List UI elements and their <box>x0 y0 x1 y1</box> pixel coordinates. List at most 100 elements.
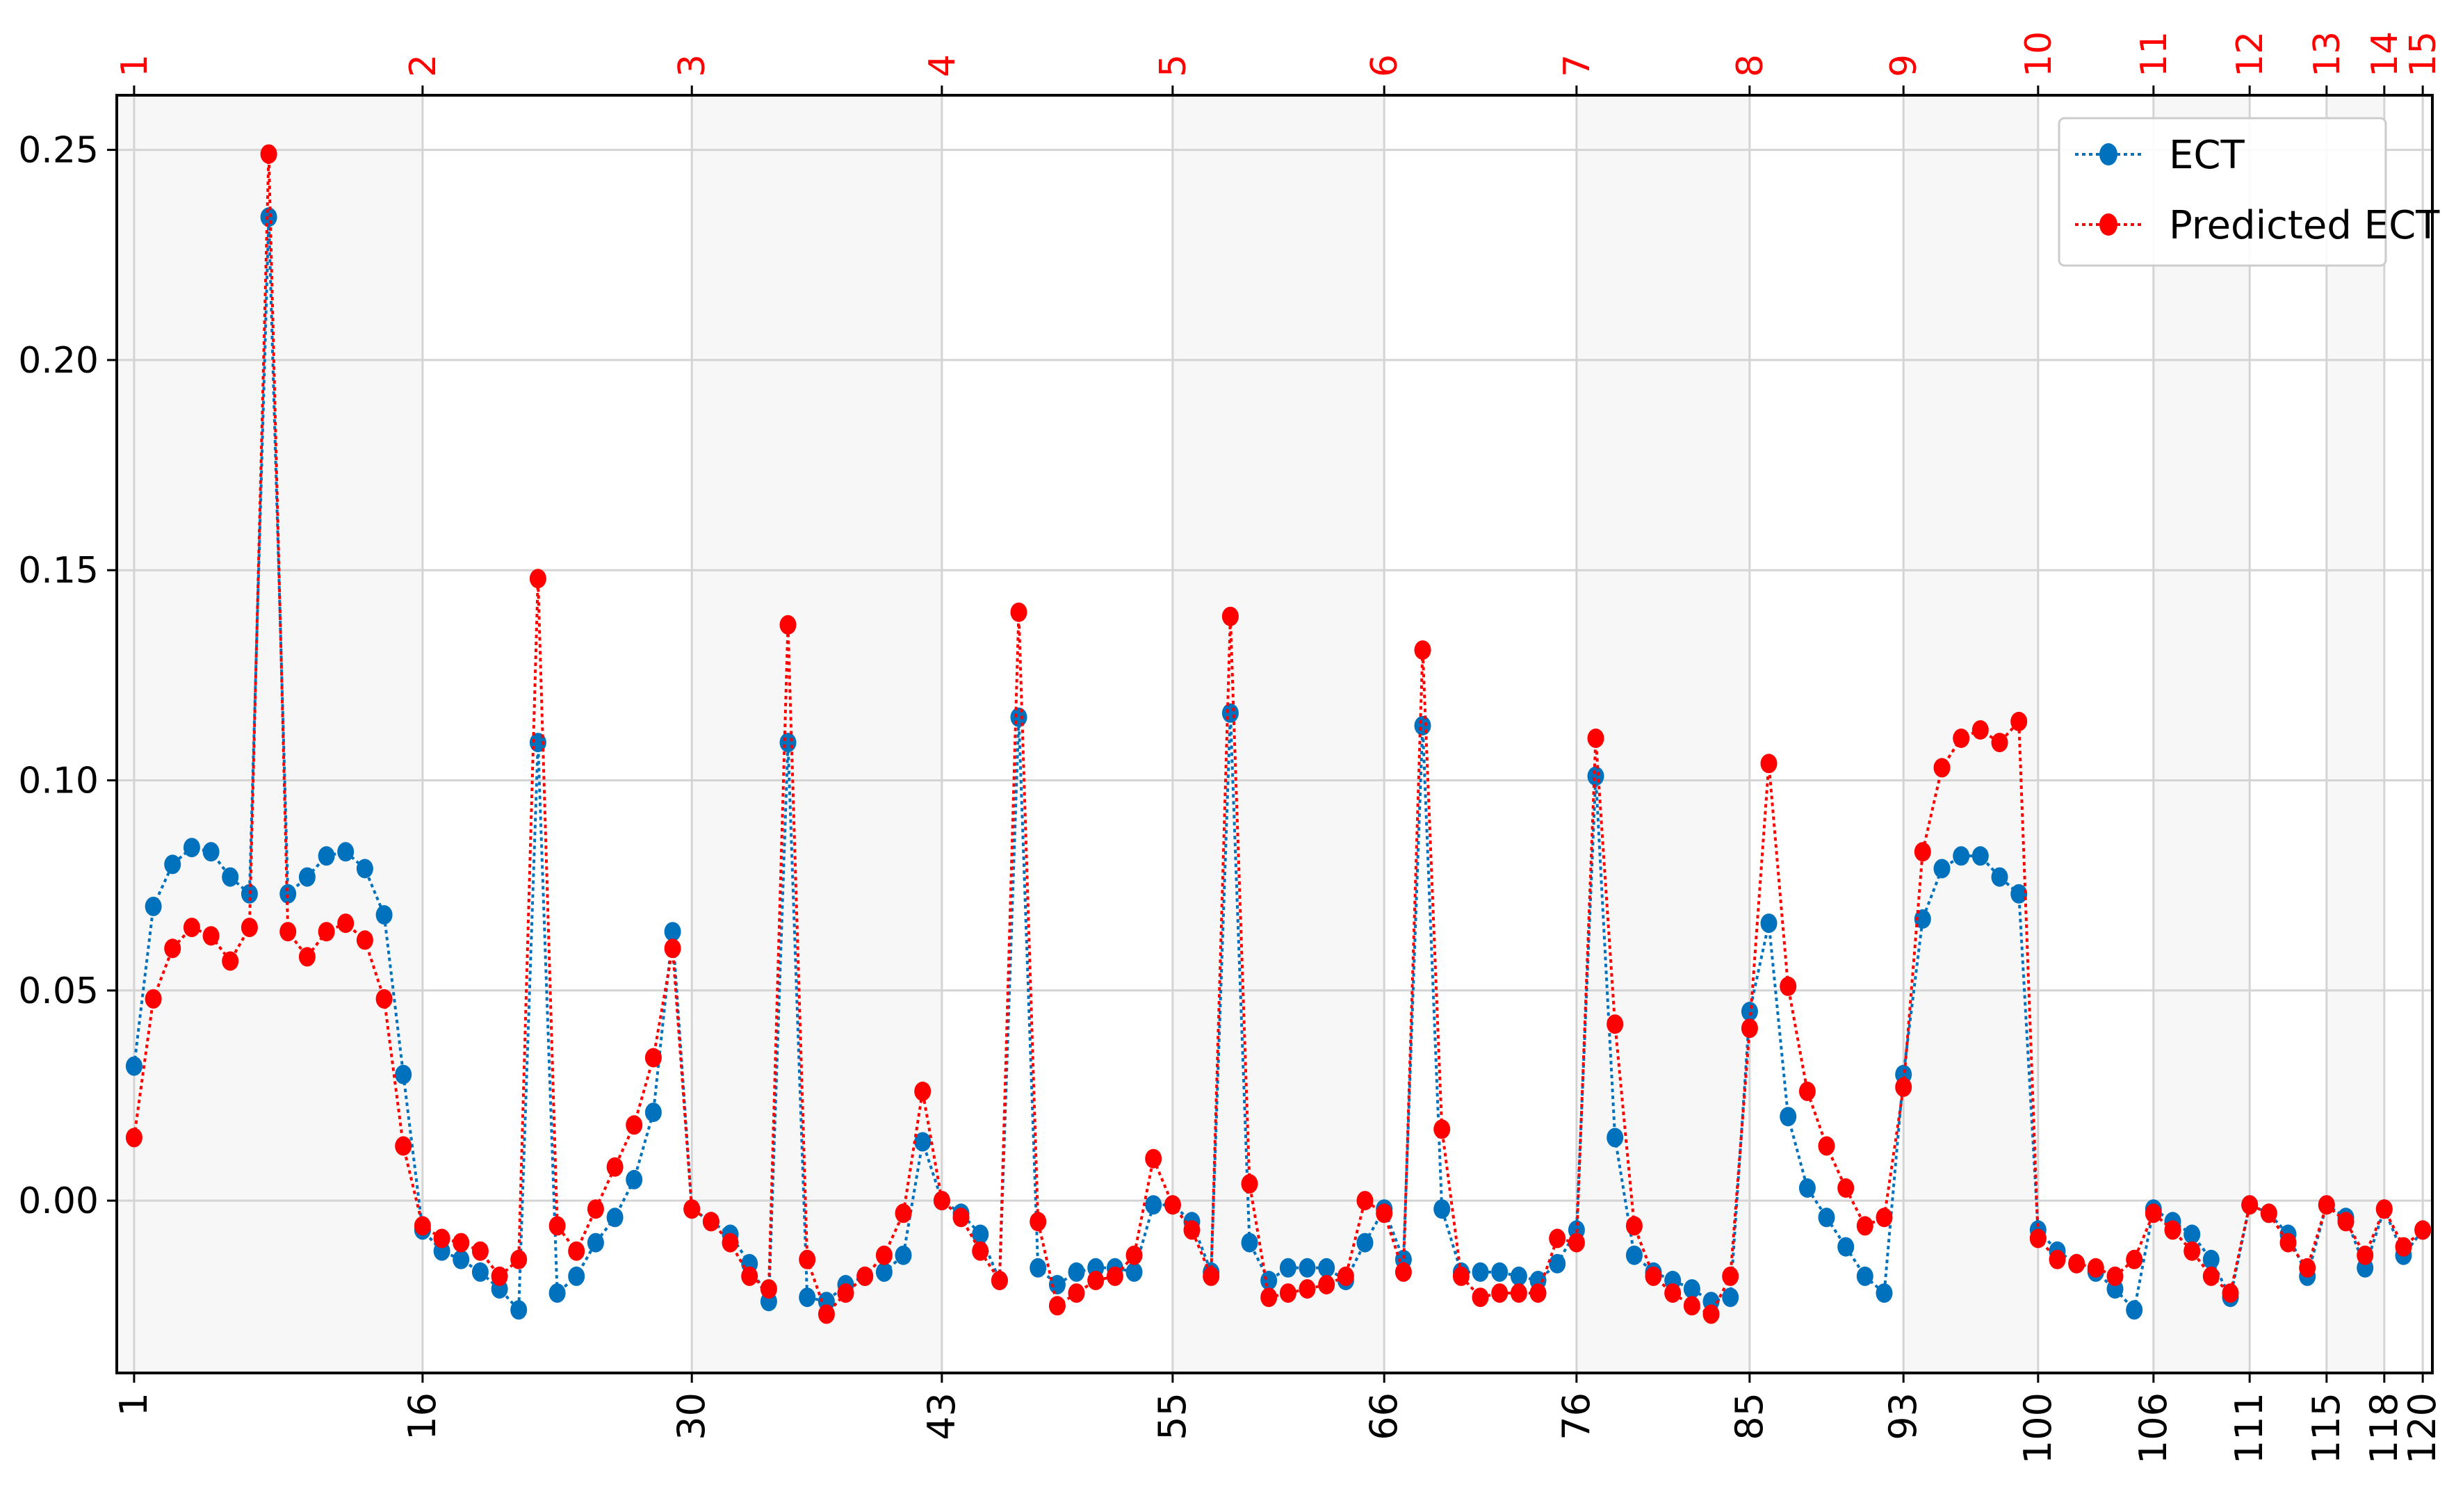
series-1-point-49 <box>1048 1296 1066 1316</box>
series-1-point-7 <box>241 918 258 938</box>
series-1-point-57 <box>1203 1266 1220 1286</box>
series-0-point-12 <box>337 842 355 862</box>
series-1-point-39 <box>856 1266 874 1286</box>
series-0-point-8 <box>260 207 277 227</box>
series-0-point-94 <box>1914 909 1931 929</box>
series-0-point-24 <box>568 1266 585 1286</box>
series-1-point-42 <box>914 1081 932 1101</box>
axis-ticks: 0.000.050.100.150.200.251 16 30 43 55 66 76 85 9… <box>18 31 2444 1464</box>
x-tick-label-bottom-13: 118 <box>2362 1392 2406 1464</box>
series-0-point-35 <box>779 733 797 753</box>
series-1-point-70 <box>1452 1266 1470 1286</box>
series-1-point-73 <box>1510 1283 1527 1303</box>
series-1-point-58 <box>1221 606 1239 626</box>
series-1-point-66 <box>1376 1203 1393 1224</box>
series-0-point-90 <box>1837 1237 1855 1257</box>
series-0-point-21 <box>510 1300 528 1320</box>
series-0-point-42 <box>914 1132 932 1152</box>
series-1-point-63 <box>1318 1275 1335 1294</box>
x-tick-label-top-2: 3 <box>672 54 713 77</box>
series-0-point-7 <box>241 884 258 904</box>
series-0-point-65 <box>1356 1233 1374 1253</box>
series-1-point-31 <box>702 1212 719 1232</box>
series-0-point-53 <box>1125 1262 1143 1282</box>
series-1-point-2 <box>145 989 162 1009</box>
series-1-point-33 <box>741 1266 758 1286</box>
legend-marker-ect <box>2099 143 2117 165</box>
series-0-point-88 <box>1798 1178 1816 1198</box>
series-1-point-1 <box>125 1128 143 1148</box>
series-1-point-113 <box>2279 1233 2297 1253</box>
series-0-point-60 <box>1260 1271 1278 1290</box>
x-tick-label-bottom-1: 16 <box>400 1392 444 1440</box>
series-1-point-59 <box>1241 1173 1258 1194</box>
series-0-point-27 <box>626 1169 643 1189</box>
series-0-point-47 <box>1010 707 1027 727</box>
series-1-point-22 <box>529 569 546 589</box>
series-1-point-87 <box>1780 976 1797 996</box>
y-tick-label-4: 0.20 <box>18 340 99 382</box>
series-1-point-64 <box>1337 1266 1354 1286</box>
series-0-point-18 <box>453 1249 470 1269</box>
series-1-point-13 <box>356 930 373 950</box>
shaded-span-5 <box>1903 95 2038 1373</box>
series-1-point-96 <box>1953 729 1970 748</box>
x-tick-label-bottom-3: 43 <box>920 1392 963 1440</box>
series-0-point-97 <box>1971 846 1989 866</box>
series-0-point-82 <box>1683 1279 1700 1299</box>
series-1-point-116 <box>2337 1212 2355 1232</box>
grid-lines <box>117 95 2432 1373</box>
series-0-point-109 <box>2202 1249 2220 1269</box>
series-0-point-28 <box>644 1103 662 1123</box>
series-1-point-62 <box>1299 1279 1316 1299</box>
series-1-point-65 <box>1356 1191 1374 1211</box>
series-1-point-81 <box>1664 1283 1682 1303</box>
series-1-point-75 <box>1549 1228 1566 1249</box>
series-1-point-83 <box>1702 1304 1720 1324</box>
series-0-point-45 <box>972 1224 989 1244</box>
shaded-span-2 <box>692 95 942 1373</box>
series-1-point-85 <box>1741 1018 1758 1039</box>
series-1-point-30 <box>683 1199 701 1219</box>
series-1-point-37 <box>818 1304 835 1324</box>
series-0-point-98 <box>1991 867 2008 887</box>
series-1-point-50 <box>1068 1283 1085 1303</box>
y-tick-label-3: 0.15 <box>18 550 99 592</box>
series-1-point-74 <box>1529 1283 1547 1303</box>
series-line-0 <box>132 217 2424 1314</box>
series-0-point-6 <box>222 867 239 887</box>
x-tick-label-top-9: 10 <box>2018 31 2060 77</box>
series-0-point-41 <box>895 1245 912 1265</box>
x-tick-label-top-4: 5 <box>1153 54 1194 77</box>
x-tick-label-bottom-12: 115 <box>2304 1392 2348 1464</box>
series-1-point-119 <box>2395 1237 2412 1257</box>
series-1-point-5 <box>202 926 220 946</box>
series-1-point-53 <box>1125 1245 1143 1265</box>
series-0-point-54 <box>1145 1195 1162 1215</box>
x-tick-label-bottom-11: 111 <box>2227 1392 2271 1464</box>
series-1-point-80 <box>1645 1266 1662 1286</box>
series-1-point-6 <box>222 951 239 971</box>
series-1-point-89 <box>1818 1136 1835 1156</box>
series-1-point-51 <box>1087 1271 1105 1290</box>
series-0-point-48 <box>1030 1258 1047 1278</box>
series-layer <box>125 144 2432 1324</box>
series-0-point-58 <box>1221 703 1239 723</box>
x-tick-label-bottom-10: 106 <box>2131 1392 2175 1464</box>
series-1-point-108 <box>2183 1241 2201 1261</box>
series-0-point-15 <box>395 1064 412 1084</box>
legend-label-ect: ECT <box>2169 133 2245 178</box>
x-tick-label-top-14: 15 <box>2402 31 2444 77</box>
series-1-point-44 <box>952 1208 970 1228</box>
series-1-point-16 <box>414 1216 431 1236</box>
x-tick-label-bottom-4: 55 <box>1150 1392 1194 1440</box>
series-0-point-25 <box>587 1233 604 1253</box>
series-0-point-96 <box>1953 846 1970 866</box>
series-1-point-118 <box>2375 1199 2393 1219</box>
series-1-point-105 <box>2126 1249 2143 1269</box>
series-0-point-3 <box>164 854 181 875</box>
series-0-point-91 <box>1856 1266 1873 1286</box>
series-1-point-43 <box>933 1191 950 1211</box>
series-1-point-90 <box>1837 1178 1855 1198</box>
series-1-point-69 <box>1433 1119 1451 1139</box>
